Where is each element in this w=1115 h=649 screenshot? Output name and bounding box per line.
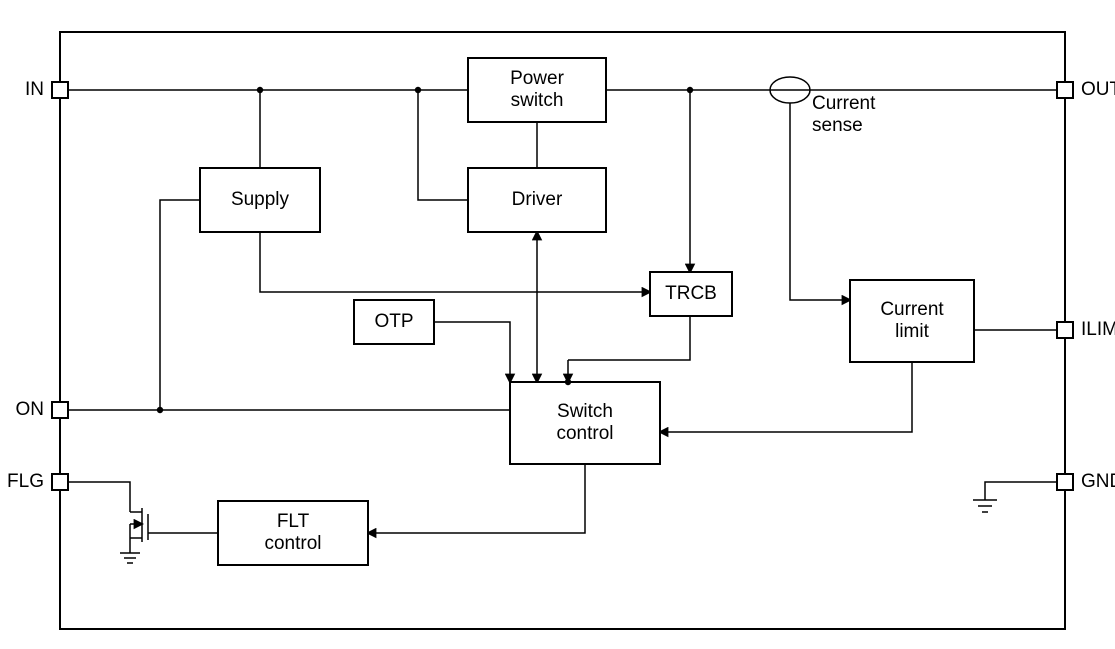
- pin-flg-label: FLG: [7, 471, 44, 492]
- block-otp: OTP: [354, 300, 434, 344]
- block-supply-label-0: Supply: [231, 189, 290, 210]
- block-switch_ctrl-label-1: control: [556, 423, 613, 444]
- pin-ilim: ILIM: [1057, 319, 1115, 340]
- current-sense-label-0: Current: [812, 93, 876, 114]
- pin-gnd-label: GND: [1081, 471, 1115, 492]
- junction: [687, 87, 693, 93]
- junction: [257, 87, 263, 93]
- block-trcb: TRCB: [650, 272, 732, 316]
- block-power_switch: Powerswitch: [468, 58, 606, 122]
- junction: [157, 407, 163, 413]
- block-trcb-label-0: TRCB: [665, 283, 717, 304]
- block-switch_ctrl: Switchcontrol: [510, 382, 660, 464]
- junction: [415, 87, 421, 93]
- pin-gnd: GND: [1057, 471, 1115, 492]
- block-driver: Driver: [468, 168, 606, 232]
- block-flt_ctrl: FLTcontrol: [218, 501, 368, 565]
- block-diagram: SupplyPowerswitchDriverOTPTRCBSwitchcont…: [0, 0, 1115, 649]
- pin-out: OUT: [1057, 79, 1115, 100]
- block-power_switch-label-1: switch: [511, 90, 564, 111]
- block-otp-label-0: OTP: [374, 311, 413, 332]
- block-current_limit: Currentlimit: [850, 280, 974, 362]
- block-supply: Supply: [200, 168, 320, 232]
- pin-in-label: IN: [25, 79, 44, 100]
- current-sense-label-1: sense: [812, 115, 863, 136]
- pin-on-label: ON: [16, 399, 45, 420]
- pin-ilim-label: ILIM: [1081, 319, 1115, 340]
- junction: [565, 379, 571, 385]
- pin-out-label: OUT: [1081, 79, 1115, 100]
- block-power_switch-label-0: Power: [510, 68, 565, 89]
- block-current_limit-label-0: Current: [880, 299, 944, 320]
- block-flt_ctrl-label-1: control: [264, 533, 321, 554]
- block-switch_ctrl-label-0: Switch: [557, 401, 613, 422]
- block-flt_ctrl-label-0: FLT: [277, 511, 310, 532]
- block-driver-label-0: Driver: [512, 189, 563, 210]
- block-current_limit-label-1: limit: [895, 321, 929, 342]
- pin-flg: FLG: [7, 471, 68, 492]
- pin-on: ON: [16, 399, 69, 420]
- pin-in: IN: [25, 79, 68, 100]
